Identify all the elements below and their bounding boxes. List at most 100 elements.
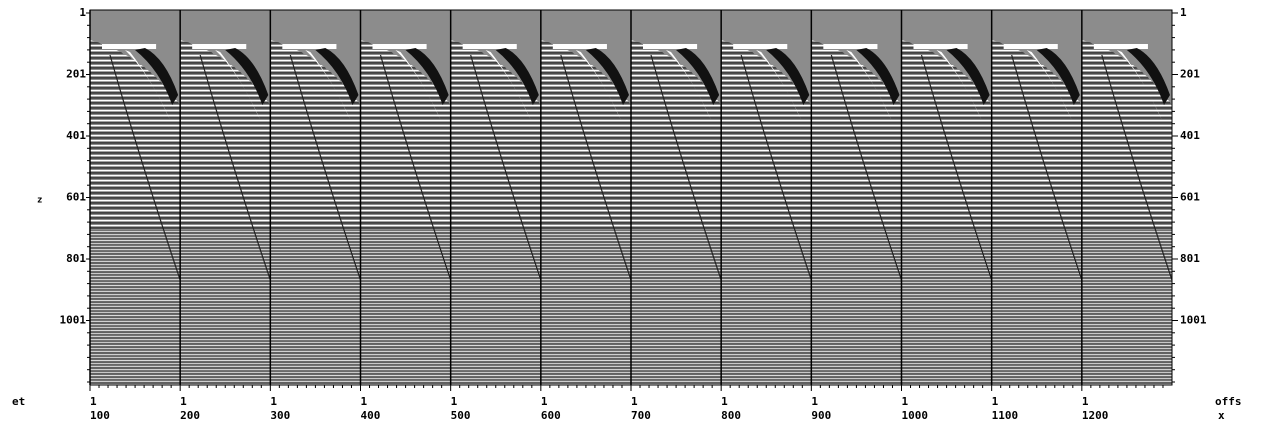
- panel-label: 1200: [1082, 409, 1109, 422]
- moveout-curve: [920, 54, 993, 281]
- moveout-curve: [740, 54, 812, 281]
- left-axis-label: 601: [66, 191, 86, 204]
- left-axis-label: 801: [66, 252, 86, 265]
- right-axis-label: 1: [1180, 6, 1187, 19]
- panel-start-label: 1: [541, 395, 548, 408]
- pre-arrival-zone: [1081, 10, 1172, 105]
- panel-label: 300: [270, 409, 290, 422]
- first-break: [733, 44, 788, 49]
- event-black: [1126, 48, 1170, 105]
- right-axis-label: 601: [1180, 191, 1200, 204]
- event-black: [676, 48, 720, 105]
- moveout-curve: [199, 54, 271, 281]
- pre-arrival-zone: [180, 10, 271, 105]
- right-axis-label: 201: [1180, 68, 1200, 81]
- pre-arrival-zone: [901, 10, 992, 105]
- first-break: [913, 44, 968, 49]
- pre-arrival-zone: [721, 10, 812, 105]
- panel-start-label: 1: [90, 395, 97, 408]
- panel-lower: [270, 230, 361, 385]
- event-black: [585, 48, 629, 105]
- panel-lower: [1081, 230, 1172, 385]
- panel-lower: [360, 230, 451, 385]
- pre-arrival-zone: [540, 10, 631, 105]
- first-break: [823, 44, 878, 49]
- pre-arrival-zone: [811, 10, 902, 105]
- panel-label: 1000: [902, 409, 929, 422]
- panel-label: 200: [180, 409, 200, 422]
- event-black: [315, 48, 359, 105]
- panel-start-label: 1: [631, 395, 638, 408]
- panel-start-label: 1: [270, 395, 277, 408]
- panel-start-label: 1: [451, 395, 458, 408]
- moveout-curve: [1011, 54, 1083, 281]
- panel-label: 500: [451, 409, 471, 422]
- panel-start-label: 1: [992, 395, 999, 408]
- event-black: [946, 48, 990, 105]
- moveout-curve: [650, 54, 722, 281]
- first-break: [462, 44, 517, 49]
- pre-arrival-zone: [90, 10, 181, 105]
- event-black: [1036, 48, 1080, 105]
- first-break: [282, 44, 337, 49]
- first-break: [102, 44, 157, 49]
- event-black: [856, 48, 900, 105]
- event-black: [766, 48, 810, 105]
- first-break: [552, 44, 607, 49]
- panel-start-label: 1: [902, 395, 909, 408]
- panels: [89, 9, 1173, 391]
- first-break: [643, 44, 698, 49]
- right-axis-label: 801: [1180, 252, 1200, 265]
- panel-label: 800: [721, 409, 741, 422]
- panel-start-label: 1: [811, 395, 818, 408]
- pre-arrival-zone: [631, 10, 722, 105]
- labels: et offs x z 1100120013001400150016001700…: [12, 6, 1242, 422]
- moveout-curve: [379, 54, 452, 281]
- event-black: [135, 48, 179, 105]
- pre-arrival-zone: [360, 10, 451, 105]
- left-axis-label: 1001: [60, 314, 87, 327]
- right-axis-label: 1001: [1180, 314, 1207, 327]
- first-break: [1093, 44, 1148, 49]
- left-axis-label: 401: [66, 129, 86, 142]
- panel-lower: [631, 230, 722, 385]
- panel-lower: [721, 230, 812, 385]
- first-break: [192, 44, 247, 49]
- pre-arrival-zone: [991, 10, 1082, 105]
- left-axis-label: 1: [79, 6, 86, 19]
- panel-start-label: 1: [361, 395, 368, 408]
- axis-title: z: [37, 196, 42, 206]
- event-black: [225, 48, 269, 105]
- bottom-right-label: offs: [1215, 395, 1242, 408]
- panel-start-label: 1: [721, 395, 728, 408]
- panel-label: 600: [541, 409, 561, 422]
- bottom-left-label: et: [12, 395, 25, 408]
- moveout-curve: [109, 54, 181, 281]
- pre-arrival-zone: [270, 10, 361, 105]
- panel-lower: [901, 230, 992, 385]
- first-break: [372, 44, 427, 49]
- moveout-curve: [560, 54, 632, 281]
- moveout-curve: [1101, 54, 1173, 281]
- panel-start-label: 1: [180, 395, 187, 408]
- first-break: [1003, 44, 1058, 49]
- panel-lower: [991, 230, 1082, 385]
- moveout-curve: [830, 54, 903, 281]
- pre-arrival-zone: [450, 10, 541, 105]
- moveout-curve: [470, 54, 542, 281]
- event-black: [495, 48, 539, 105]
- panel-label: 900: [811, 409, 831, 422]
- bottom-right-label: x: [1218, 409, 1225, 422]
- left-axis-label: 201: [66, 68, 86, 81]
- panel-lower: [811, 230, 902, 385]
- right-axis-label: 401: [1180, 129, 1200, 142]
- panel-start-label: 1: [1082, 395, 1089, 408]
- panel-label: 100: [90, 409, 110, 422]
- panel-label: 700: [631, 409, 651, 422]
- event-black: [405, 48, 449, 105]
- panel-lower: [450, 230, 541, 385]
- panel-lower: [90, 230, 181, 385]
- panel-label: 1100: [992, 409, 1019, 422]
- panel-label: 400: [361, 409, 381, 422]
